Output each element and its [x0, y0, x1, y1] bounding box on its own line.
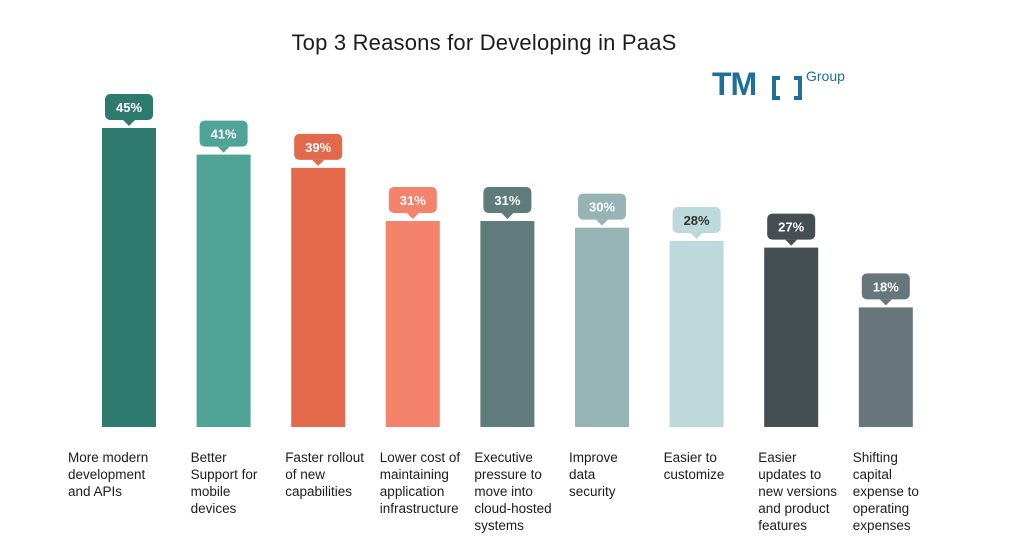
bar-9	[858, 307, 913, 427]
data-label-8: 27%	[767, 213, 816, 246]
category-label-2: Better Support for mobile devices	[191, 450, 258, 516]
bar-5	[480, 221, 535, 427]
category-label-3: Faster rollout of new capabilities	[285, 450, 364, 499]
category-label-5: Executive pressure to move into cloud-hoste…	[474, 450, 551, 533]
logo-suffix: Group	[806, 68, 845, 84]
svg-text:27%: 27%	[778, 220, 804, 235]
logo-mark: TM	[712, 66, 757, 102]
tmo-group-logo: TM Group	[712, 66, 872, 106]
svg-text:39%: 39%	[305, 140, 331, 155]
svg-text:31%: 31%	[494, 193, 520, 208]
category-label-4: Lower cost of maintaining application infra…	[380, 450, 461, 516]
bar-4	[385, 221, 440, 427]
category-label-8: Easier updates to new versions and product f…	[758, 450, 837, 533]
svg-text:45%: 45%	[116, 100, 142, 115]
data-label-4: 31%	[388, 187, 437, 220]
svg-text:41%: 41%	[211, 127, 237, 142]
chart-title: Top 3 Reasons for Developing in PaaS	[291, 30, 677, 55]
svg-text:28%: 28%	[684, 213, 710, 228]
logo-brackets-icon	[772, 76, 802, 100]
bar-8	[764, 247, 819, 427]
category-label-1: More modern development and APIs	[68, 450, 148, 499]
bar-1	[102, 128, 156, 427]
bar-7	[669, 240, 724, 427]
category-label-6: Improve data security	[569, 450, 618, 499]
svg-text:31%: 31%	[400, 193, 426, 208]
data-label-2: 41%	[199, 120, 248, 153]
svg-text:30%: 30%	[589, 200, 615, 215]
data-label-1: 45%	[105, 94, 153, 126]
bar-2	[196, 154, 251, 428]
category-label-7: Easier to customize	[664, 450, 725, 482]
bar-3	[291, 167, 346, 427]
svg-text:18%: 18%	[873, 279, 899, 294]
data-label-3: 39%	[294, 133, 343, 166]
data-label-5: 31%	[483, 187, 532, 220]
data-label-6: 30%	[578, 193, 626, 226]
data-label-7: 28%	[672, 206, 721, 239]
data-label-9: 18%	[861, 273, 910, 306]
category-label-9: Shifting capital expense to operating expens…	[853, 450, 919, 533]
bar-6	[575, 227, 629, 427]
